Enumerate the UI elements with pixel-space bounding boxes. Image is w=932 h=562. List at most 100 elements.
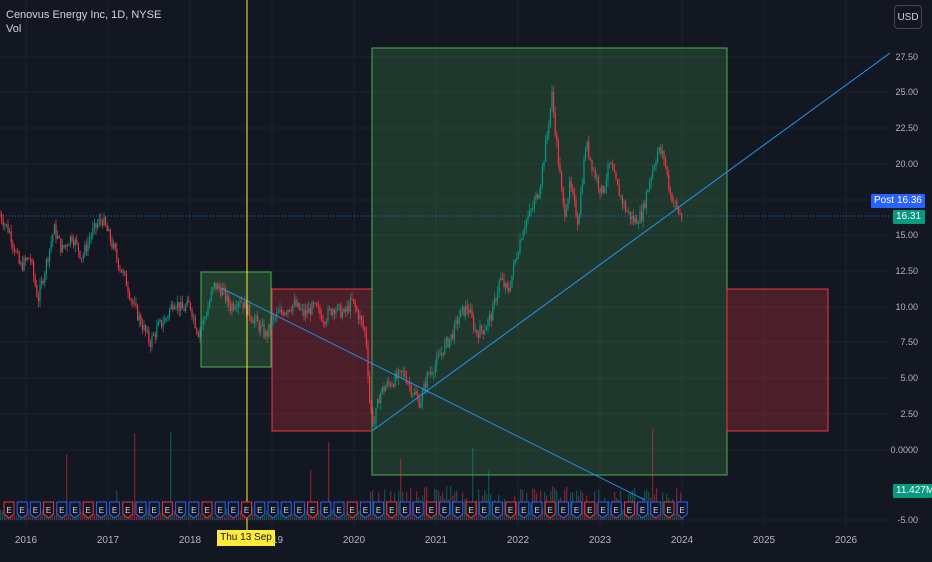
- earnings-marker[interactable]: E: [663, 501, 675, 519]
- earnings-marker-letter: E: [495, 506, 500, 515]
- trend-line-up[interactable]: [371, 52, 891, 432]
- earnings-marker[interactable]: E: [478, 501, 490, 519]
- earnings-marker-letter: E: [178, 506, 183, 515]
- earnings-marker[interactable]: E: [439, 501, 451, 519]
- earnings-marker[interactable]: E: [597, 501, 609, 519]
- earnings-marker[interactable]: E: [531, 501, 543, 519]
- earnings-marker-letter: E: [284, 506, 289, 515]
- earnings-marker-letter: E: [231, 506, 236, 515]
- earnings-marker-letter: E: [86, 506, 91, 515]
- post-market-price-tag: Post 16.36: [871, 194, 925, 208]
- earnings-marker-letter: E: [204, 506, 209, 515]
- earnings-marker[interactable]: E: [676, 501, 688, 519]
- earnings-marker[interactable]: E: [241, 501, 253, 519]
- earnings-marker[interactable]: E: [557, 501, 569, 519]
- price-tick-label: 2.50: [900, 409, 918, 419]
- earnings-marker[interactable]: E: [571, 501, 583, 519]
- earnings-marker[interactable]: E: [188, 501, 200, 519]
- trend-line-down[interactable]: [220, 287, 646, 501]
- earnings-marker[interactable]: E: [82, 501, 94, 519]
- earnings-marker[interactable]: E: [320, 501, 332, 519]
- earnings-marker[interactable]: E: [623, 501, 635, 519]
- earnings-marker[interactable]: E: [214, 501, 226, 519]
- earnings-marker[interactable]: E: [491, 501, 503, 519]
- chart-legend: Cenovus Energy Inc, 1D, NYSE Vol: [6, 9, 161, 36]
- grid-lines: [0, 0, 890, 530]
- earnings-marker[interactable]: E: [452, 501, 464, 519]
- earnings-marker-letter: E: [666, 506, 671, 515]
- earnings-marker[interactable]: E: [399, 501, 411, 519]
- earnings-marker[interactable]: E: [122, 501, 134, 519]
- earnings-marker[interactable]: E: [267, 501, 279, 519]
- time-tick-label: 2023: [589, 535, 612, 546]
- currency-button[interactable]: USD: [894, 5, 922, 29]
- price-tick-label: 15.00: [895, 230, 918, 240]
- earnings-marker[interactable]: E: [43, 501, 55, 519]
- earnings-marker[interactable]: E: [307, 501, 319, 519]
- earnings-marker[interactable]: E: [544, 501, 556, 519]
- earnings-marker[interactable]: E: [412, 501, 424, 519]
- earnings-marker[interactable]: E: [373, 501, 385, 519]
- time-tick-label: 2022: [507, 535, 530, 546]
- price-axis[interactable]: 27.5025.0022.5020.0017.5015.0012.5010.00…: [890, 52, 918, 525]
- earnings-marker[interactable]: E: [95, 501, 107, 519]
- earnings-marker[interactable]: E: [333, 501, 345, 519]
- small-profit-zone[interactable]: [200, 271, 272, 368]
- earnings-marker[interactable]: E: [254, 501, 266, 519]
- time-tick-label: 2018: [179, 535, 202, 546]
- time-axis[interactable]: 2016201720182019202020212022202320242025…: [15, 535, 858, 546]
- earnings-marker[interactable]: E: [16, 501, 28, 519]
- earnings-marker[interactable]: E: [69, 501, 81, 519]
- earnings-marker[interactable]: E: [3, 501, 15, 519]
- price-tick-label: 0.0000: [890, 445, 918, 455]
- earnings-marker[interactable]: E: [386, 501, 398, 519]
- earnings-marker-letter: E: [191, 506, 196, 515]
- symbol-title[interactable]: Cenovus Energy Inc, 1D, NYSE: [6, 9, 162, 21]
- earnings-marker[interactable]: E: [201, 501, 213, 519]
- earnings-marker-letter: E: [548, 506, 553, 515]
- earnings-marker-letter: E: [138, 506, 143, 515]
- earnings-marker[interactable]: E: [359, 501, 371, 519]
- loss-zone-right[interactable]: [726, 288, 829, 432]
- earnings-marker[interactable]: E: [135, 501, 147, 519]
- earnings-marker[interactable]: E: [584, 501, 596, 519]
- earnings-marker[interactable]: E: [465, 501, 477, 519]
- earnings-marker-letter: E: [33, 506, 38, 515]
- earnings-marker[interactable]: E: [518, 501, 530, 519]
- earnings-marker[interactable]: E: [293, 501, 305, 519]
- earnings-marker-letter: E: [614, 506, 619, 515]
- earnings-marker-letter: E: [99, 506, 104, 515]
- earnings-marker[interactable]: E: [505, 501, 517, 519]
- earnings-marker[interactable]: E: [148, 501, 160, 519]
- volume-tag: 11.427M: [893, 484, 932, 498]
- earnings-marker[interactable]: E: [425, 501, 437, 519]
- earnings-marker[interactable]: E: [161, 501, 173, 519]
- earnings-marker[interactable]: E: [280, 501, 292, 519]
- earnings-marker[interactable]: E: [650, 501, 662, 519]
- earnings-marker-letter: E: [59, 506, 64, 515]
- price-tick-label: 10.00: [895, 302, 918, 312]
- earnings-marker-letter: E: [587, 506, 592, 515]
- earnings-marker[interactable]: E: [227, 501, 239, 519]
- earnings-marker[interactable]: E: [637, 501, 649, 519]
- earnings-marker-letter: E: [6, 506, 11, 515]
- price-tick-label: 22.50: [895, 123, 918, 133]
- earnings-marker-letter: E: [600, 506, 605, 515]
- profit-zone-large[interactable]: [371, 47, 728, 476]
- earnings-marker[interactable]: E: [175, 501, 187, 519]
- earnings-marker[interactable]: E: [610, 501, 622, 519]
- volume-legend[interactable]: Vol: [6, 23, 22, 35]
- earnings-marker[interactable]: E: [109, 501, 121, 519]
- earnings-marker-letter: E: [46, 506, 51, 515]
- earnings-marker[interactable]: E: [29, 501, 41, 519]
- time-tick-label: 2024: [671, 535, 694, 546]
- earnings-marker-letter: E: [482, 506, 487, 515]
- time-tick-label: 2025: [753, 535, 776, 546]
- earnings-marker[interactable]: E: [56, 501, 68, 519]
- earnings-marker-letter: E: [534, 506, 539, 515]
- earnings-marker[interactable]: E: [346, 501, 358, 519]
- last-price-tag: 16.31: [893, 210, 925, 224]
